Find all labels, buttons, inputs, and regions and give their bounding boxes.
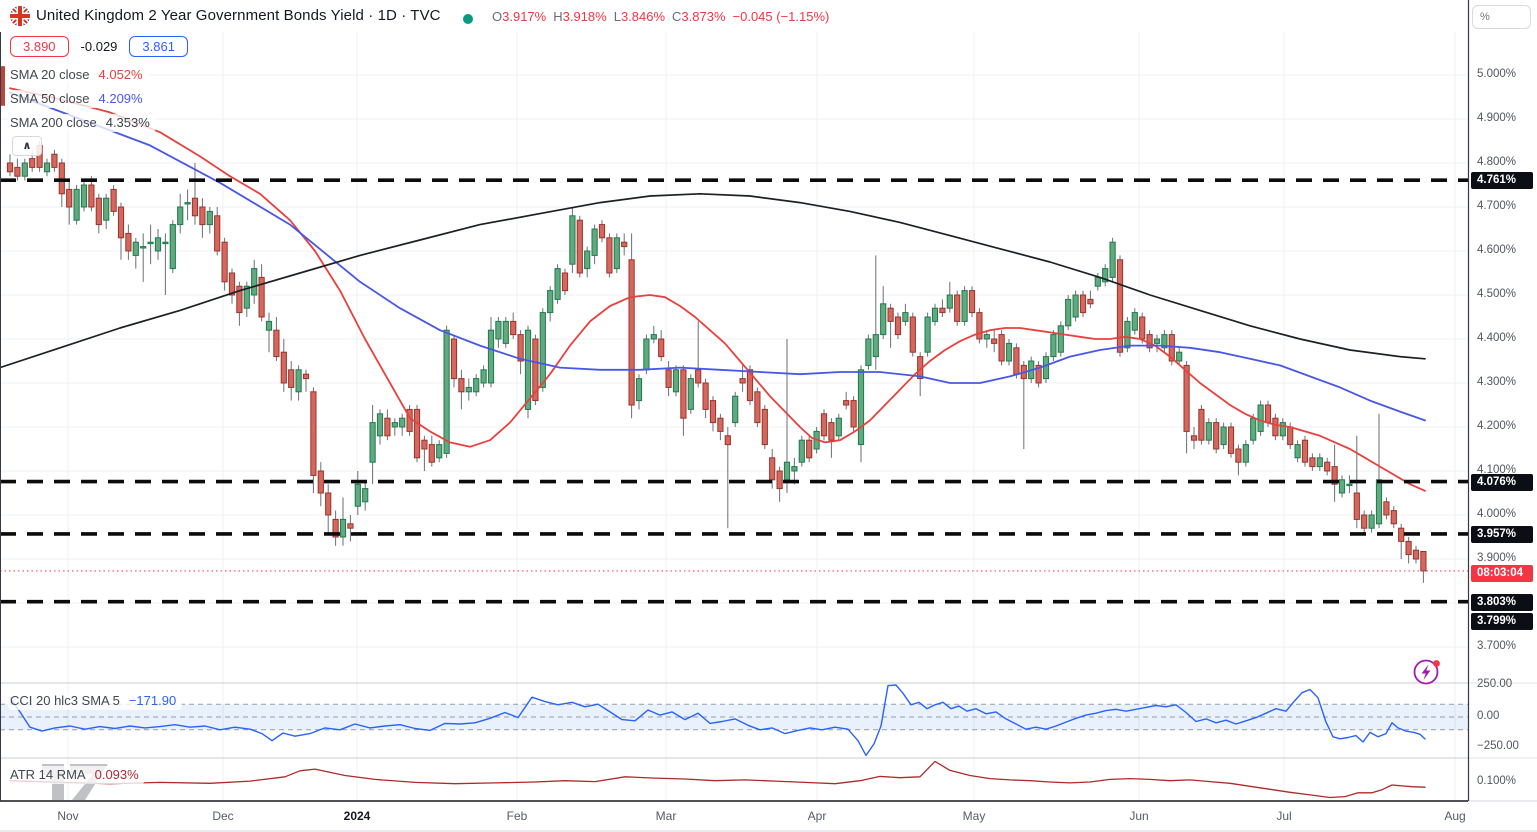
- quote-row: 3.890 -0.029 3.861: [10, 34, 188, 58]
- sma-legend-row[interactable]: SMA 20 close 4.052%: [8, 66, 149, 84]
- ohlc-value: 3.917%: [502, 9, 547, 24]
- price-tick: 4.300%: [1477, 376, 1517, 388]
- level-price-chip: 4.761%: [1471, 172, 1533, 189]
- price-axis[interactable]: % 5.000% 4.900% 4.800% 4.700% 4.600% 4.500% 4.…: [1469, 0, 1537, 801]
- atr-value: 0.093%: [94, 767, 139, 782]
- sma-legend-value: 4.209%: [98, 91, 143, 106]
- price-axis-unit-button[interactable]: %: [1472, 5, 1531, 29]
- sma-legend-label: SMA 200 close: [10, 115, 97, 130]
- price-tick: 4.100%: [1477, 464, 1517, 476]
- atr-tick: 0.100%: [1477, 775, 1517, 787]
- ohlc-key: O: [492, 9, 503, 24]
- cci-value: −171.90: [128, 693, 177, 708]
- lightning-icon: [1413, 659, 1440, 685]
- ohlc-value: 3.873%: [681, 9, 726, 24]
- cci-tick: 0.00: [1477, 710, 1500, 722]
- sma-legend-label: SMA 50 close: [10, 91, 90, 106]
- price-tick: 4.200%: [1477, 420, 1517, 432]
- month-label: Apr: [807, 809, 827, 823]
- level-price-chip: 4.076%: [1471, 474, 1533, 491]
- ohlc-value: 3.846%: [620, 9, 666, 24]
- time-axis[interactable]: Nov Dec 2024 Feb Mar Apr May Jun Jul Aug: [0, 802, 1537, 830]
- level-price-chip: 3.803%: [1471, 594, 1533, 611]
- cci-legend: CCI 20 hlc3 SMA 5 −171.90: [8, 692, 183, 710]
- price-tick: 3.700%: [1477, 640, 1517, 652]
- bid-button[interactable]: 3.890: [10, 35, 69, 57]
- price-tick: 4.700%: [1477, 200, 1517, 212]
- price-tick: 4.600%: [1477, 244, 1517, 256]
- cci-tick: 250.00: [1477, 678, 1513, 690]
- instant-trading-button[interactable]: [1410, 655, 1444, 687]
- chevron-up-icon[interactable]: ∧: [12, 136, 42, 156]
- price-tick: 4.800%: [1477, 156, 1517, 168]
- ohlc-value: 3.918%: [562, 9, 607, 24]
- symbol-header: United Kingdom 2 Year Government Bonds Y…: [0, 0, 1460, 32]
- month-label: Feb: [506, 809, 528, 823]
- ohlc-readout: O3.917% H3.918% L3.846% C3.873% −0.045 (−1.1…: [492, 9, 829, 24]
- price-tick: 3.900%: [1477, 552, 1517, 564]
- month-label: Mar: [655, 809, 677, 823]
- atr-legend: ATR 14 RMA 0.093%: [8, 766, 145, 784]
- change-value: −0.045 (−1.15%): [732, 9, 830, 24]
- ask-button[interactable]: 3.861: [129, 35, 188, 57]
- cci-tick: −250.00: [1477, 740, 1519, 752]
- month-label: Jun: [1129, 809, 1149, 823]
- level-price-chip: 3.957%: [1471, 526, 1533, 543]
- month-label: May: [962, 809, 986, 823]
- month-label: 2024: [343, 809, 371, 823]
- sma-legend-value: 4.052%: [98, 67, 143, 82]
- symbol-title[interactable]: United Kingdom 2 Year Government Bonds Y…: [36, 7, 441, 24]
- ohlc-key: C: [672, 9, 682, 24]
- sma-legend-value: 4.353%: [105, 115, 150, 130]
- price-tick: 4.400%: [1477, 332, 1517, 344]
- price-tick: 4.900%: [1477, 112, 1517, 124]
- atr-label: ATR 14 RMA: [10, 767, 86, 782]
- level-price-chip: 3.799%: [1471, 613, 1533, 630]
- market-status-icon: [463, 14, 473, 24]
- price-tick: 4.500%: [1477, 288, 1517, 300]
- bottom-strip: [0, 830, 1537, 832]
- month-label: Aug: [1444, 809, 1466, 823]
- sma-legend-row[interactable]: SMA 50 close 4.209%: [8, 90, 149, 108]
- ohlc-key: H: [553, 9, 563, 24]
- uk-flag-icon: [10, 6, 30, 26]
- sma-legend-row[interactable]: SMA 200 close 4.353%: [8, 114, 156, 132]
- month-label: Dec: [212, 809, 234, 823]
- ohlc-key: L: [613, 9, 621, 24]
- month-label: Nov: [57, 809, 79, 823]
- price-tick: 4.000%: [1477, 508, 1517, 520]
- price-tick: 5.000%: [1477, 68, 1517, 80]
- sma-legend-label: SMA 20 close: [10, 67, 90, 82]
- spread-value: -0.029: [80, 38, 118, 54]
- bar-countdown-chip: 08:03:04: [1471, 565, 1533, 582]
- cci-label: CCI 20 hlc3 SMA 5: [10, 693, 120, 708]
- month-label: Jul: [1276, 809, 1292, 823]
